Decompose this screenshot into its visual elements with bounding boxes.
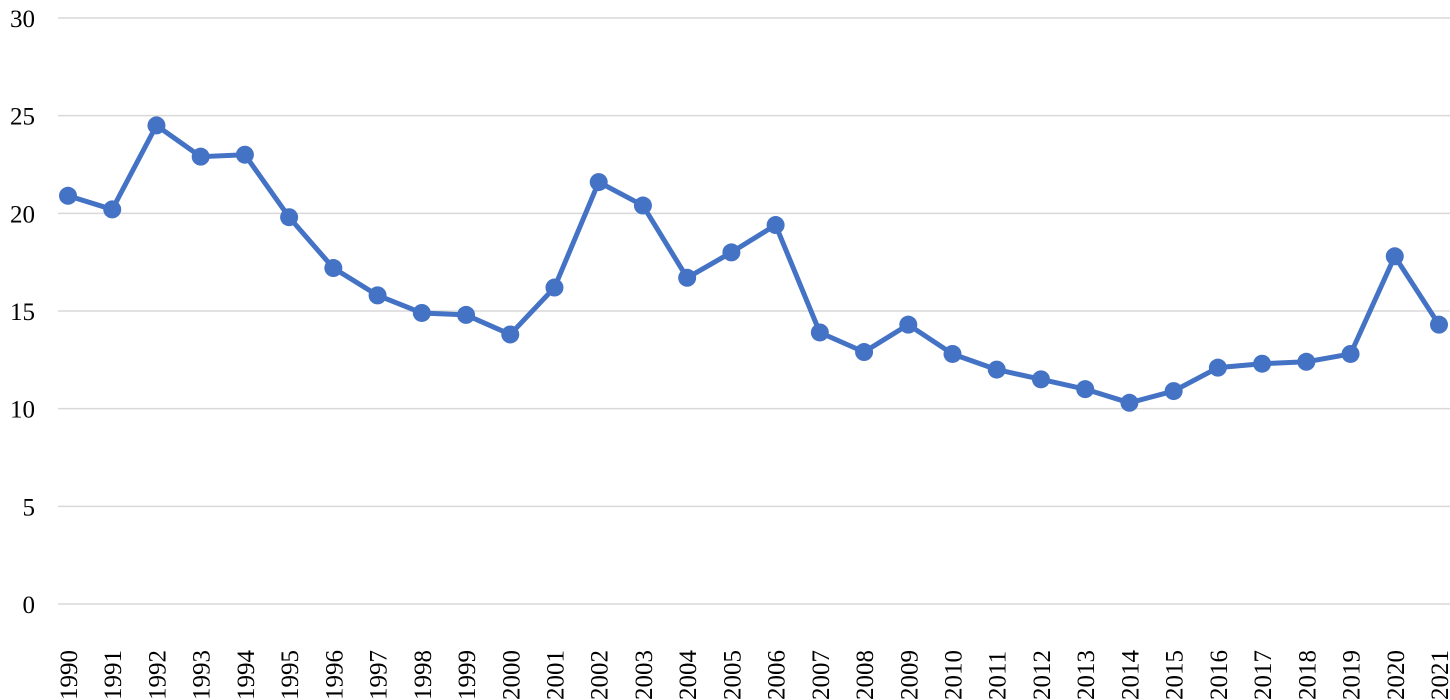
data-point-2011 [987,360,1006,379]
x-tick-label: 2001 [542,650,569,700]
data-point-1994 [235,145,254,164]
y-tick-label: 0 [23,592,36,619]
x-axis-ticks: 1990 1991 1992 1993 1994 1995 1996 1997 1998 1999… [56,650,1450,700]
y-tick-label: 20 [10,201,35,228]
y-tick-label: 15 [10,299,35,326]
x-tick-label: 2005 [719,650,746,700]
data-point-2003 [633,196,652,215]
x-tick-label: 2018 [1294,650,1321,700]
data-point-1995 [280,208,299,227]
x-tick-label: 1992 [144,650,171,700]
x-tick-label: 1996 [321,650,348,700]
x-tick-label: 2004 [675,650,702,700]
x-tick-label: 1994 [233,650,260,700]
x-tick-label: 1993 [189,650,216,700]
x-tick-label: 2019 [1339,650,1366,700]
y-tick-label: 30 [10,6,35,33]
y-tick-label: 25 [10,104,35,131]
data-point-2004 [678,268,697,287]
x-tick-label: 2014 [1117,650,1144,700]
x-tick-label: 2013 [1073,650,1100,700]
data-point-2007 [810,323,829,342]
data-point-2019 [1341,344,1360,363]
y-axis-ticks: 0 5 10 15 20 25 30 [10,6,35,619]
x-tick-label: 2008 [852,650,879,700]
data-point-2016 [1208,358,1227,377]
x-tick-label: 1997 [366,650,393,700]
data-point-2012 [1031,370,1050,389]
data-point-2005 [722,243,741,262]
series-layer [59,116,1448,412]
x-tick-label: 2017 [1250,650,1277,700]
data-point-1998 [412,303,431,322]
y-tick-label: 10 [10,397,35,424]
x-tick-label: 2000 [498,650,525,700]
x-tick-label: 2003 [631,650,658,700]
data-point-2006 [766,216,785,235]
x-tick-label: 2002 [587,650,614,700]
data-point-2020 [1385,247,1404,266]
data-point-2021 [1430,315,1448,334]
x-tick-label: 2021 [1427,650,1450,700]
x-tick-label: 2009 [896,650,923,700]
data-point-2015 [1164,382,1183,401]
x-tick-label: 1991 [100,650,127,700]
data-point-2017 [1253,354,1272,373]
y-tick-label: 5 [23,494,36,521]
x-tick-label: 2016 [1206,650,1233,700]
x-tick-label: 1999 [454,650,481,700]
x-tick-label: 2012 [1029,650,1056,700]
data-point-2002 [589,173,608,192]
data-point-2018 [1297,352,1316,371]
gridlines [58,17,1450,605]
series-line [65,122,1442,406]
data-point-1992 [147,116,166,135]
x-tick-label: 2015 [1162,650,1189,700]
data-point-2014 [1120,393,1139,412]
data-point-1997 [368,286,387,305]
data-point-1990 [59,186,77,205]
data-point-2000 [501,325,520,344]
data-point-2013 [1076,380,1095,399]
data-point-2010 [943,344,962,363]
x-tick-label: 2010 [941,650,968,700]
data-point-1999 [457,305,476,324]
x-tick-label: 2011 [985,651,1012,700]
x-tick-label: 1995 [277,650,304,700]
data-point-2008 [855,343,874,362]
data-point-2001 [545,278,564,297]
data-point-2009 [899,315,918,334]
x-tick-label: 1990 [56,650,83,700]
x-tick-label: 2006 [764,650,791,700]
data-point-1993 [191,147,210,166]
x-tick-label: 1998 [410,650,437,700]
x-tick-label: 2007 [808,650,835,700]
x-tick-label: 2020 [1383,650,1410,700]
data-point-1996 [324,259,343,278]
data-point-1991 [103,200,122,219]
